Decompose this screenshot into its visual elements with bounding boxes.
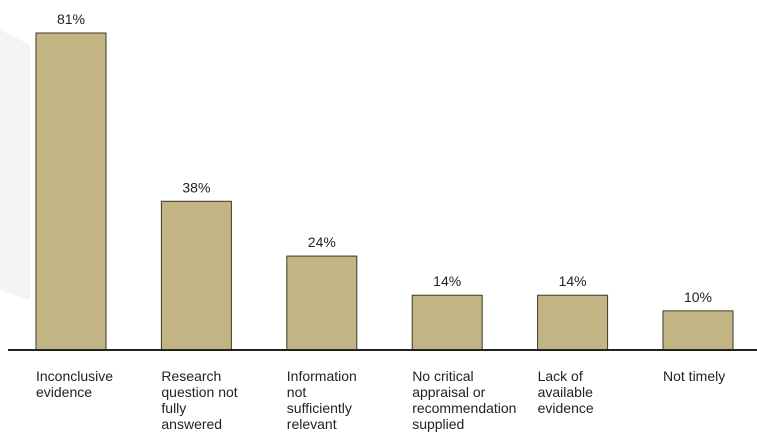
- data-label: 10%: [684, 289, 712, 305]
- bar: [537, 294, 609, 351]
- x-tick-label: Lack of available evidence: [537, 368, 594, 416]
- x-tick-label: Inconclusive evidence: [36, 368, 114, 400]
- bar: [160, 200, 232, 351]
- x-tick-label: No critical appraisal or recommendation …: [412, 368, 517, 432]
- bar: [662, 310, 734, 351]
- bar: [286, 255, 358, 351]
- bar: [35, 32, 107, 351]
- data-label: 38%: [182, 179, 210, 195]
- data-label: 14%: [433, 273, 461, 289]
- bar: [411, 294, 483, 351]
- x-tick-label: Not timely: [663, 368, 726, 384]
- x-tick-label: Research question not fully answered: [161, 368, 238, 432]
- x-tick-label: Information not sufficiently relevant: [286, 368, 357, 432]
- data-label: 24%: [308, 234, 336, 250]
- data-label: 81%: [57, 11, 85, 27]
- data-label: 14%: [559, 273, 587, 289]
- background-shape: [0, 30, 30, 300]
